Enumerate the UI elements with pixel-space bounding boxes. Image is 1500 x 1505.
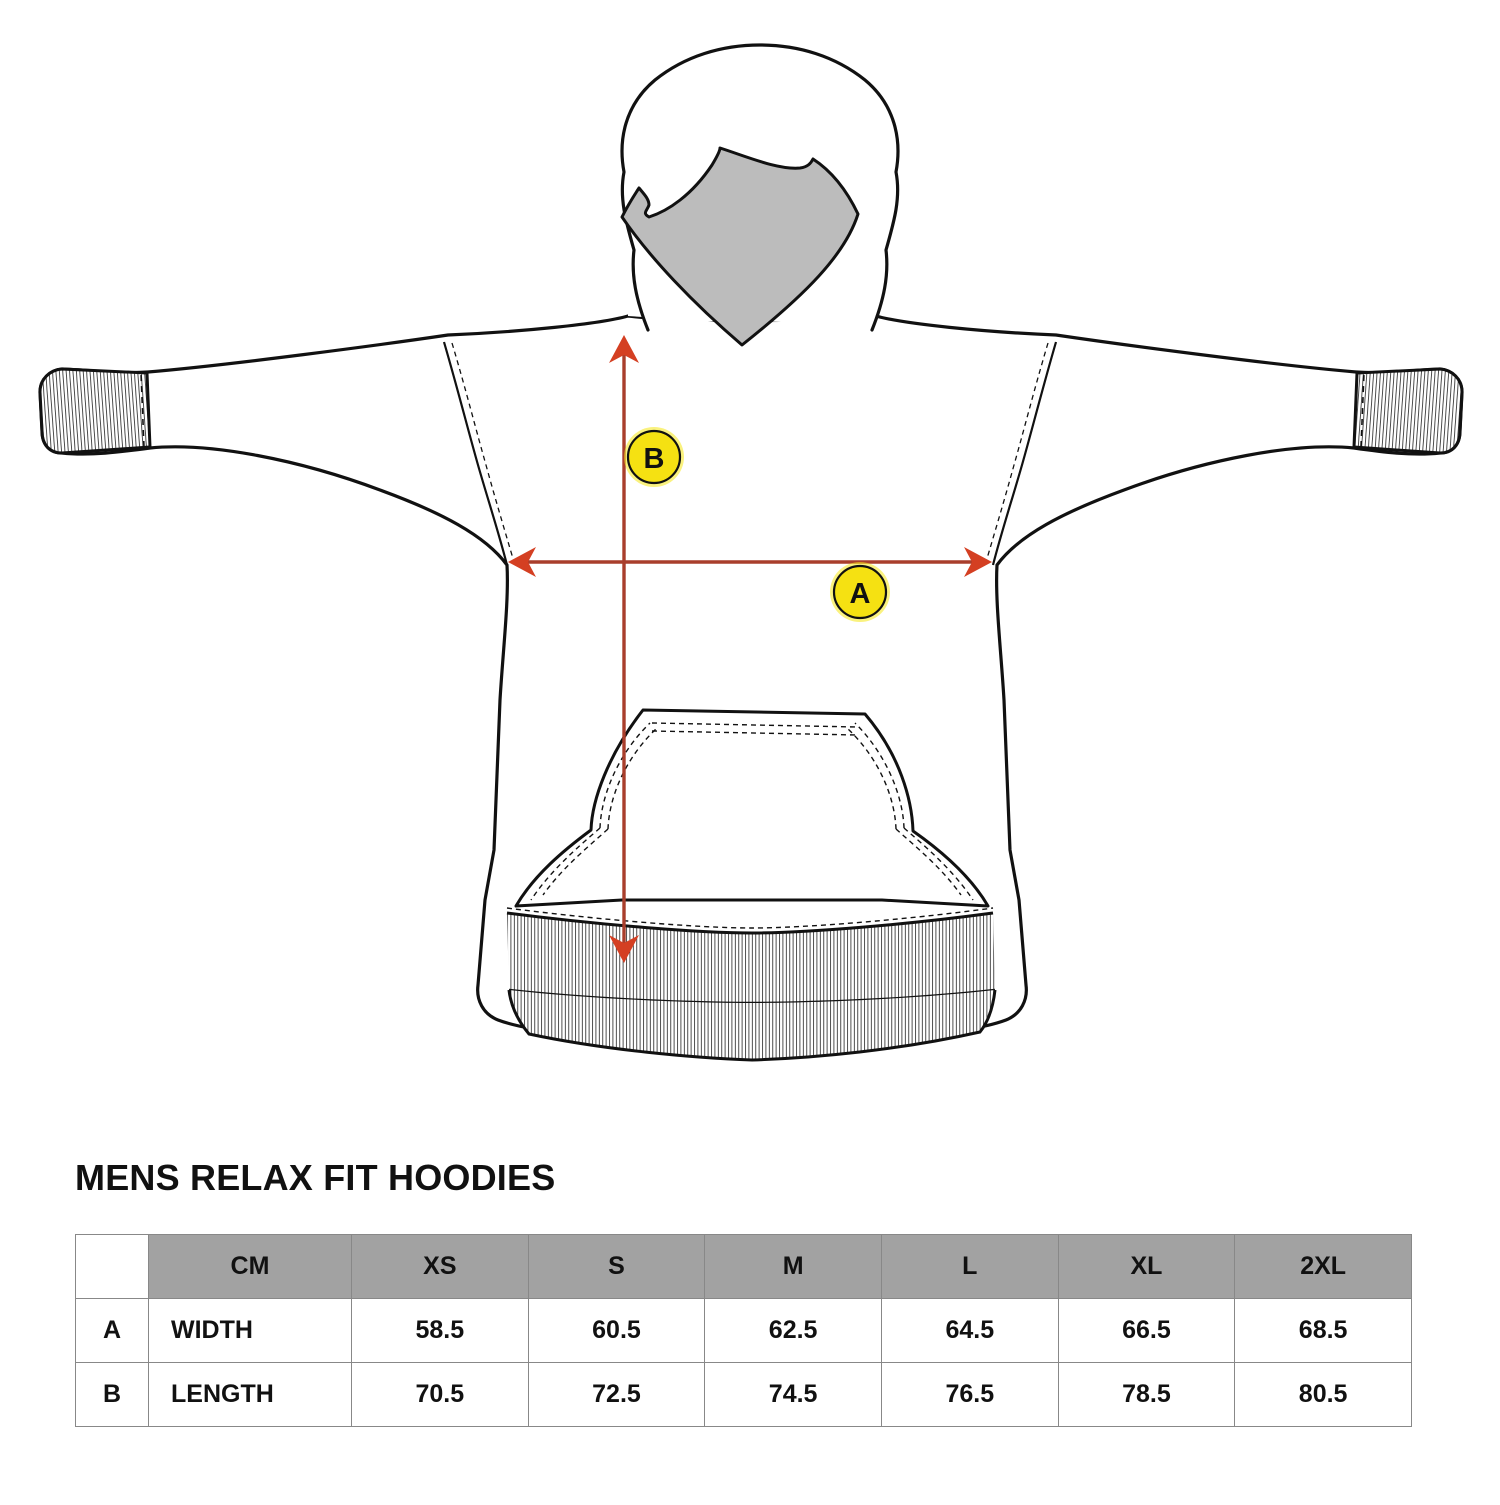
svg-text:A: A xyxy=(850,578,871,610)
svg-text:B: B xyxy=(644,443,665,475)
